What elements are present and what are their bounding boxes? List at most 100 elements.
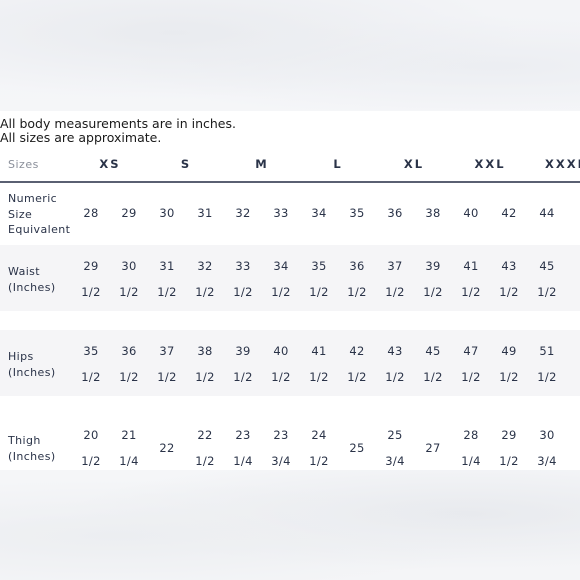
- table-cell-whole: 45: [425, 344, 441, 358]
- table-cell-fraction: 1/2: [271, 370, 291, 384]
- table-cell-fraction: 1/2: [461, 285, 481, 299]
- table-cell: 40: [463, 206, 479, 220]
- table-cell-whole: 36: [121, 344, 137, 358]
- table-cell-fraction: 1/2: [537, 370, 557, 384]
- table-cell-whole: 43: [387, 344, 403, 358]
- table-cell-whole: 35: [83, 344, 99, 358]
- table-cell-fraction: 1/2: [81, 285, 101, 299]
- table-cell-whole: 33: [235, 259, 251, 273]
- table-cell-whole: 28: [463, 428, 479, 442]
- table-cell-whole: 37: [387, 259, 403, 273]
- table-cell: 30: [159, 206, 175, 220]
- table-cell-fraction: 1/2: [385, 370, 405, 384]
- table-cell: 42: [501, 206, 517, 220]
- table-cell-fraction: 1/2: [347, 285, 367, 299]
- table-cell-whole: 30: [539, 428, 555, 442]
- table-cell: 36: [387, 206, 403, 220]
- table-cell: 44: [539, 206, 555, 220]
- size-header-m: M: [255, 157, 269, 171]
- table-cell-fraction: 1/2: [499, 285, 519, 299]
- table-cell: 35: [349, 206, 365, 220]
- table-cell-whole: 23: [273, 428, 289, 442]
- table-row-background: [0, 245, 580, 311]
- table-cell-whole: 32: [197, 259, 213, 273]
- header-divider: [0, 181, 580, 183]
- table-cell: 22: [159, 441, 175, 455]
- table-cell: 29: [121, 206, 137, 220]
- row-label-line: Size: [8, 207, 33, 221]
- table-cell-fraction: 1/2: [195, 285, 215, 299]
- table-cell-whole: 23: [235, 428, 251, 442]
- table-cell-whole: 39: [425, 259, 441, 273]
- row-label: Waist (Inches): [8, 264, 56, 295]
- table-cell-fraction: 1/2: [499, 454, 519, 468]
- blurred-background-top: [0, 0, 580, 110]
- size-header-s: S: [180, 157, 192, 171]
- table-cell: 28: [83, 206, 99, 220]
- table-cell-fraction: 1/2: [119, 370, 139, 384]
- table-cell-fraction: 1/2: [385, 285, 405, 299]
- table-cell-fraction: 1/2: [537, 285, 557, 299]
- table-cell-whole: 24: [311, 428, 327, 442]
- table-cell-fraction: 1/2: [233, 285, 253, 299]
- size-header-xs: XS: [99, 157, 121, 171]
- table-cell-fraction: 1/2: [309, 370, 329, 384]
- table-cell-fraction: 1/2: [157, 285, 177, 299]
- table-cell: 33: [273, 206, 289, 220]
- table-cell: 34: [311, 206, 327, 220]
- table-cell-whole: 37: [159, 344, 175, 358]
- table-cell-whole: 34: [273, 259, 289, 273]
- table-cell-whole: 47: [463, 344, 479, 358]
- size-header-xxl: XXL: [474, 157, 506, 171]
- table-cell-whole: 45: [539, 259, 555, 273]
- table-cell-fraction: 1/4: [461, 454, 481, 468]
- table-cell-whole: 36: [349, 259, 365, 273]
- table-cell-whole: 22: [197, 428, 213, 442]
- table-cell-whole: 30: [121, 259, 137, 273]
- table-cell-whole: 41: [463, 259, 479, 273]
- table-cell-fraction: 1/2: [309, 285, 329, 299]
- table-cell-fraction: 1/4: [119, 454, 139, 468]
- table-cell-whole: 40: [273, 344, 289, 358]
- table-cell-whole: 51: [539, 344, 555, 358]
- table-cell: 32: [235, 206, 251, 220]
- table-cell: 38: [425, 206, 441, 220]
- table-cell-fraction: 3/4: [385, 454, 405, 468]
- row-label-line: Numeric: [8, 192, 58, 205]
- table-cell-fraction: 1/2: [309, 454, 329, 468]
- table-cell: 31: [197, 206, 213, 220]
- row-label-line: (Inches): [8, 280, 56, 294]
- table-cell-fraction: 1/4: [233, 454, 253, 468]
- table-cell-whole: 39: [235, 344, 251, 358]
- table-cell-whole: 41: [311, 344, 327, 358]
- table-cell-fraction: 1/2: [461, 370, 481, 384]
- table-cell-fraction: 3/4: [271, 454, 291, 468]
- table-cell-fraction: 1/2: [423, 285, 443, 299]
- measurement-note: All body measurements are in inches.: [0, 116, 236, 131]
- table-cell-fraction: 1/2: [157, 370, 177, 384]
- table-cell-fraction: 1/2: [119, 285, 139, 299]
- table-cell-whole: 49: [501, 344, 517, 358]
- size-header-xl: XL: [403, 157, 425, 171]
- table-row-background: [0, 330, 580, 396]
- size-header-l: L: [333, 157, 343, 171]
- size-header-xxxl: XXXL: [545, 157, 580, 171]
- table-cell-whole: 43: [501, 259, 517, 273]
- table-cell: 27: [425, 441, 441, 455]
- table-cell-whole: 42: [349, 344, 365, 358]
- table-cell: 25: [349, 441, 365, 455]
- table-cell-fraction: 1/2: [195, 370, 215, 384]
- table-cell-whole: 29: [501, 428, 517, 442]
- row-label-line: (Inches): [8, 449, 56, 463]
- table-cell-whole: 20: [83, 428, 99, 442]
- table-cell-whole: 35: [311, 259, 327, 273]
- row-label: Hips (Inches): [8, 349, 56, 380]
- row-label-line: Waist: [8, 265, 41, 278]
- blurred-background-bottom: [0, 470, 580, 580]
- table-cell-fraction: 1/2: [423, 370, 443, 384]
- row-label-line: (Inches): [8, 365, 56, 379]
- table-cell-fraction: 1/2: [233, 370, 253, 384]
- row-label: Numeric Size Equivalent: [8, 191, 70, 238]
- table-cell-fraction: 1/2: [271, 285, 291, 299]
- row-label-line: Equivalent: [8, 223, 71, 236]
